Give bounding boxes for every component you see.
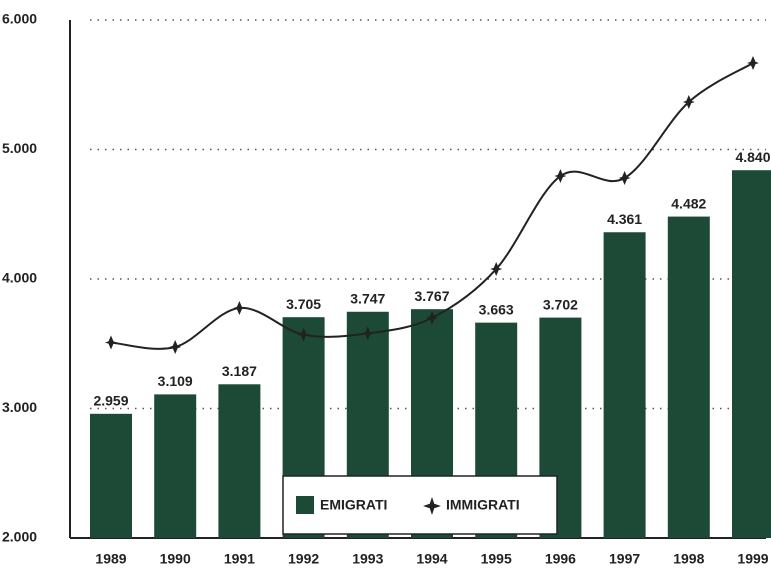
legend-swatch (296, 496, 314, 514)
x-tick-label: 1989 (95, 551, 126, 567)
marker (618, 170, 631, 185)
x-tick-label: 1995 (481, 551, 512, 567)
marker (426, 310, 438, 325)
marker (554, 169, 567, 184)
marker (233, 301, 246, 316)
value-label: 3.767 (414, 288, 449, 304)
bar (732, 170, 771, 538)
value-label: 3.705 (286, 296, 321, 312)
value-label: 4.361 (607, 211, 642, 227)
legend-label: EMIGRATI (320, 497, 387, 513)
y-tick-label: 2.000 (2, 529, 37, 545)
value-label: 4.840 (735, 149, 770, 165)
bar (603, 232, 646, 539)
marker (297, 327, 310, 342)
value-label: 3.702 (543, 296, 578, 312)
y-tick-label: 5.000 (2, 140, 37, 156)
value-label: 3.663 (479, 301, 514, 317)
x-tick-label: 1993 (352, 551, 383, 567)
bar (667, 216, 710, 538)
legend-box (282, 475, 558, 535)
value-label: 3.187 (222, 363, 257, 379)
x-tick-label: 1991 (224, 551, 255, 567)
x-tick-label: 1990 (160, 551, 191, 567)
x-tick-label: 1997 (609, 551, 640, 567)
marker (682, 94, 695, 109)
y-tick-label: 6.000 (2, 11, 37, 27)
value-label: 3.109 (158, 373, 193, 389)
y-tick-label: 4.000 (2, 270, 37, 286)
x-tick-label: 1994 (416, 551, 447, 567)
value-label: 4.482 (671, 195, 706, 211)
bar (90, 413, 132, 538)
legend-swatch (423, 497, 441, 515)
x-tick-label: 1999 (737, 551, 768, 567)
marker (105, 335, 117, 350)
bar (154, 394, 197, 538)
value-label: 2.959 (93, 393, 128, 409)
legend-label: IMMIGRATI (446, 497, 520, 513)
marker (169, 339, 182, 354)
x-tick-label: 1998 (673, 551, 704, 567)
marker (490, 262, 503, 277)
x-tick-label: 1992 (288, 551, 319, 567)
value-label: 3.747 (350, 290, 385, 306)
y-tick-label: 3.000 (2, 399, 37, 415)
bar (218, 384, 261, 538)
marker (747, 55, 759, 70)
x-tick-label: 1996 (545, 551, 576, 567)
marker (361, 326, 374, 341)
line (110, 62, 754, 350)
